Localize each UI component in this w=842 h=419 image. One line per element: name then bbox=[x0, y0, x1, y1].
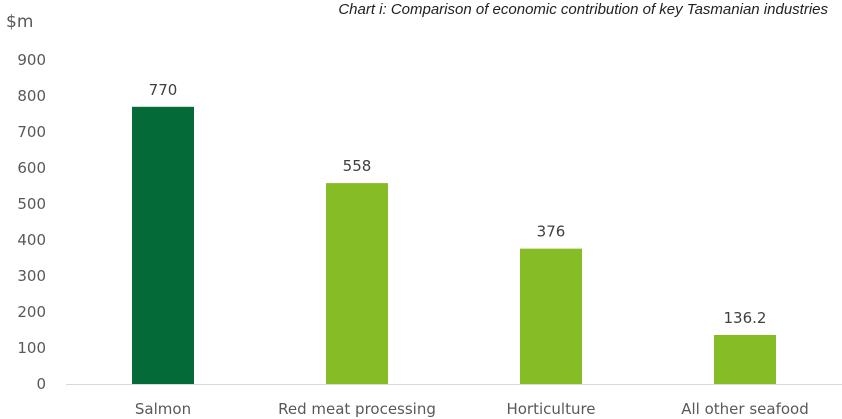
chart-title: Chart i: Comparison of economic contribu… bbox=[338, 1, 828, 18]
y-axis-label: $m bbox=[6, 12, 33, 32]
y-tick-label-200: 200 bbox=[17, 303, 46, 321]
data-label-salmon: 770 bbox=[149, 81, 178, 99]
x-tick-label-all-other-seafood: All other seafood bbox=[681, 400, 809, 418]
x-tick-label-horticulture: Horticulture bbox=[506, 400, 595, 418]
y-tick-label-500: 500 bbox=[17, 195, 46, 213]
y-tick-label-400: 400 bbox=[17, 231, 46, 249]
bars bbox=[132, 106, 776, 385]
bar-all-other-seafood bbox=[714, 334, 776, 384]
y-tick-label-900: 900 bbox=[17, 51, 46, 69]
bar-salmon bbox=[132, 106, 194, 385]
y-tick-label-300: 300 bbox=[17, 267, 46, 285]
data-labels: 770 558 376 136.2 bbox=[149, 81, 767, 327]
data-label-horticulture: 376 bbox=[537, 223, 566, 241]
data-label-red-meat-processing: 558 bbox=[343, 157, 372, 175]
bar-horticulture bbox=[520, 248, 582, 384]
y-tick-label-600: 600 bbox=[17, 159, 46, 177]
y-tick-label-100: 100 bbox=[17, 339, 46, 357]
y-tick-label-0: 0 bbox=[36, 375, 46, 393]
x-axis-labels: Salmon Red meat processing Horticulture All… bbox=[135, 400, 809, 418]
bar-red-meat-processing bbox=[326, 183, 388, 384]
y-tick-label-800: 800 bbox=[17, 87, 46, 105]
data-label-all-other-seafood: 136.2 bbox=[724, 309, 767, 327]
x-tick-label-red-meat-processing: Red meat processing bbox=[278, 400, 436, 418]
y-tick-label-700: 700 bbox=[17, 123, 46, 141]
x-tick-label-salmon: Salmon bbox=[135, 400, 191, 418]
y-axis-ticks: 0 100 200 300 400 500 600 700 800 900 bbox=[17, 51, 46, 393]
